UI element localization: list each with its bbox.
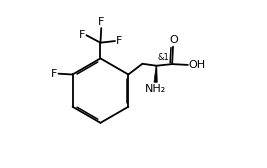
Text: F: F (51, 69, 57, 79)
Text: OH: OH (189, 60, 206, 70)
Text: O: O (169, 35, 178, 45)
Text: F: F (98, 16, 104, 27)
Polygon shape (154, 66, 157, 82)
Text: F: F (116, 36, 122, 46)
Text: F: F (79, 30, 85, 40)
Text: &1: &1 (157, 53, 169, 62)
Text: NH₂: NH₂ (145, 84, 166, 94)
